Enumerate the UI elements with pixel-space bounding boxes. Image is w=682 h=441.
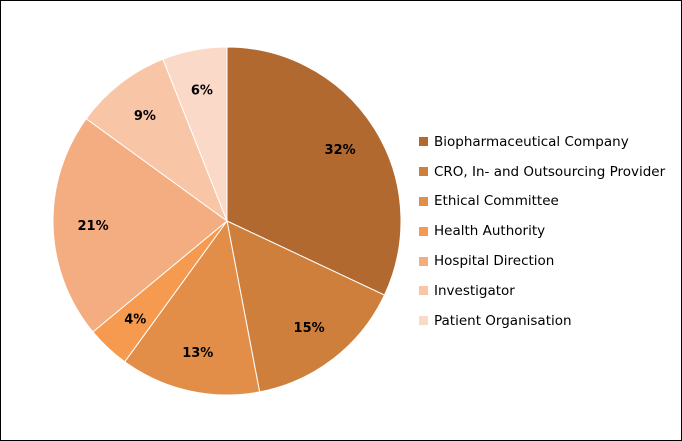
- slice-data-label: 4%: [124, 313, 146, 328]
- legend-item: Hospital Direction: [419, 246, 665, 276]
- legend-swatch: [419, 256, 428, 266]
- legend-label: Hospital Direction: [434, 253, 555, 270]
- pie-slice: [162, 46, 228, 222]
- legend-label: Patient Organisation: [434, 312, 572, 329]
- legend-item: Patient Organisation: [419, 306, 665, 336]
- legend-swatch: [419, 137, 428, 147]
- legend-swatch: [419, 226, 428, 236]
- legend-label: Investigator: [434, 282, 515, 299]
- legend-item: Ethical Committee: [419, 187, 665, 217]
- pie-slice: [85, 58, 229, 223]
- slice-data-label: 13%: [182, 346, 213, 361]
- legend-label: Ethical Committee: [434, 193, 559, 210]
- slice-data-label: 21%: [78, 219, 109, 234]
- legend-swatch: [419, 196, 428, 206]
- legend-item: Health Authority: [419, 216, 665, 246]
- slice-data-label: 9%: [134, 109, 156, 124]
- pie-slice: [124, 219, 261, 396]
- legend-swatch: [419, 286, 428, 296]
- slice-data-label: 6%: [191, 83, 213, 98]
- legend-label: Biopharmaceutical Company: [434, 133, 629, 150]
- legend-item: CRO, In- and Outsourcing Provider: [419, 157, 665, 187]
- legend-item: Investigator: [419, 276, 665, 306]
- slice-data-label: 15%: [294, 321, 325, 336]
- legend: Biopharmaceutical Company CRO, In- and Ou…: [419, 127, 665, 336]
- legend-swatch: [419, 167, 428, 177]
- legend-swatch: [419, 316, 428, 326]
- slice-data-label: 32%: [325, 143, 356, 158]
- legend-label: CRO, In- and Outsourcing Provider: [434, 163, 666, 180]
- pie-slice: [226, 220, 386, 393]
- legend-label: Health Authority: [434, 223, 546, 240]
- legend-item: Biopharmaceutical Company: [419, 127, 665, 157]
- pie-slice: [52, 118, 228, 333]
- pie-slice: [226, 46, 402, 296]
